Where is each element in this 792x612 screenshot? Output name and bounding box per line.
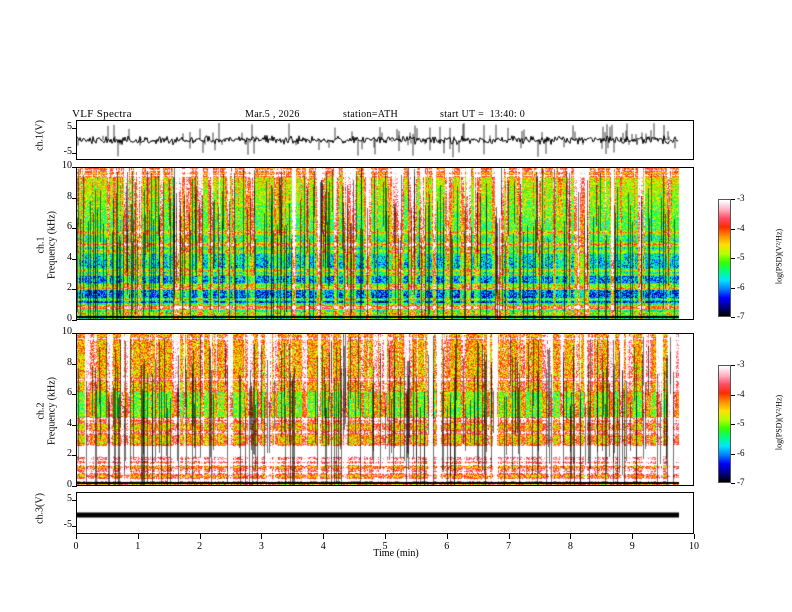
x-axis-tick xyxy=(137,534,139,539)
ch1-colorbar-tick-label: -5 xyxy=(737,252,745,262)
x-axis-tick-label: 4 xyxy=(320,541,326,552)
ch2-colorbar-tick xyxy=(731,453,735,455)
ch2-spectrogram-tick-label: 10 xyxy=(62,326,72,337)
ch1-waveform xyxy=(76,120,694,160)
ch1-colorbar-tick xyxy=(731,199,735,200)
ch2-colorbar-tick xyxy=(731,394,735,396)
ch2-spectrogram-tick-label: 0 xyxy=(67,479,72,490)
ch2-spectrogram-tick-label: 8 xyxy=(67,356,72,368)
x-axis-tick-label: 3 xyxy=(258,541,264,552)
ch1-colorbar-label: log(PSD)(V²/Hz) xyxy=(774,228,784,285)
ch1-colorbar-tick xyxy=(731,258,735,259)
ch2-spectrogram-tick xyxy=(72,363,77,365)
ch1-colorbar-tick-label: -7 xyxy=(737,311,745,321)
ch2-spectrogram-tick xyxy=(72,455,77,457)
x-axis-tick xyxy=(385,534,386,539)
ch2-spectrogram xyxy=(76,333,694,486)
ch1-waveform-tick-label: -5 xyxy=(63,145,72,157)
x-axis-tick xyxy=(261,534,263,539)
station-label: station=ATH xyxy=(343,109,399,120)
ch1-waveform-tick-label: 5 xyxy=(67,120,72,132)
ch1-waveform-tick xyxy=(72,152,77,154)
ch2-colorbar-tick-label: -4 xyxy=(737,388,745,399)
ch2-colorbar-tick xyxy=(731,483,735,484)
x-axis-label: Time (min) xyxy=(373,548,419,559)
ch1-spectrogram-tick xyxy=(72,289,77,291)
x-axis-tick xyxy=(76,534,77,539)
x-axis-tick xyxy=(694,534,695,539)
ch2-spectrogram-tick-label: 6 xyxy=(67,387,72,399)
ch1-waveform-tick xyxy=(72,127,77,129)
ch2-colorbar-tick-label: -3 xyxy=(737,359,745,369)
ch1-spectrogram-canvas xyxy=(77,168,693,319)
ch1-spectrogram-tick xyxy=(72,228,77,230)
figure-title: VLF Spectra xyxy=(72,108,132,120)
ch3-waveform-canvas xyxy=(77,493,693,533)
ch1-spectrogram-tick xyxy=(72,197,77,199)
x-axis-tick xyxy=(323,534,325,539)
x-axis-tick-label: 7 xyxy=(506,541,512,552)
ch1-colorbar-tick-label: -6 xyxy=(737,281,745,292)
ch1-spectrogram-tick-label: 8 xyxy=(67,190,72,202)
ch1-waveform-axis-label: ch.1(V) xyxy=(34,120,46,151)
ch2-colorbar-tick-label: -6 xyxy=(737,447,745,458)
ch2-colorbar-tick-label: -5 xyxy=(737,418,745,428)
ch2-spectrogram-tick xyxy=(72,333,77,334)
ch1-spectrogram-tick-label: 4 xyxy=(67,251,72,263)
observation-date: Mar.5 , 2026 xyxy=(245,109,300,120)
ch1-spectrogram xyxy=(76,167,694,320)
x-axis-tick-label: 5 xyxy=(382,541,388,552)
ch1-spectrogram-tick-label: 10 xyxy=(62,160,72,171)
x-axis-tick-label: 6 xyxy=(444,541,450,552)
ch1-spectrogram-tick xyxy=(72,258,77,260)
ch2-spectrogram-tick-label: 2 xyxy=(67,448,72,460)
x-axis-tick-label: 2 xyxy=(197,541,203,552)
x-axis-tick-label: 8 xyxy=(567,541,573,552)
ch2-spectrogram-tick xyxy=(72,424,77,426)
ch2-spectrogram-tick-label: 4 xyxy=(67,417,72,429)
ch2-colorbar-label: log(PSD)(V²/Hz) xyxy=(774,394,784,451)
ch2-spectrogram-canvas xyxy=(77,334,693,485)
ch1-spectrogram-tick xyxy=(72,167,77,168)
ch2-colorbar xyxy=(718,365,731,483)
ch1-colorbar-tick xyxy=(731,228,735,230)
ch1-spectrogram-tick xyxy=(72,320,77,321)
ch3-waveform-tick-label: 5 xyxy=(67,492,72,504)
x-axis-tick-label: 1 xyxy=(135,541,141,552)
start-ut-label: start UT = 13:40: 0 xyxy=(440,109,526,120)
ch1-spectrogram-tick-label: 0 xyxy=(67,313,72,324)
ch3-waveform-axis-label: ch.3(V) xyxy=(34,493,46,524)
ch2-colorbar-tick-label: -7 xyxy=(737,477,745,487)
ch3-waveform-tick xyxy=(72,499,77,501)
ch1-colorbar-tick xyxy=(731,317,735,318)
ch1-colorbar-tick-label: -4 xyxy=(737,222,745,233)
ch1-colorbar-tick xyxy=(731,287,735,289)
ch1-spectrogram-tick-label: 6 xyxy=(67,221,72,233)
ch1-waveform-canvas xyxy=(77,121,693,159)
ch2-colorbar-tick xyxy=(731,424,735,425)
ch3-waveform-tick xyxy=(72,526,77,528)
ch2-colorbar-tick xyxy=(731,365,735,366)
ch2-spectrogram-tick xyxy=(72,486,77,487)
ch2-spectrogram-axis-label: ch.2 Frequency (kHz) xyxy=(35,376,57,445)
ch1-colorbar-tick-label: -3 xyxy=(737,193,745,203)
x-axis-tick xyxy=(570,534,572,539)
ch3-waveform-tick-label: -5 xyxy=(63,519,72,531)
x-axis-tick xyxy=(632,534,634,539)
ch3-waveform xyxy=(76,492,694,534)
ch1-spectrogram-tick-label: 2 xyxy=(67,282,72,294)
x-axis-tick xyxy=(508,534,510,539)
x-axis-tick-label: 9 xyxy=(629,541,635,552)
ch1-spectrogram-axis-label: ch.1 Frequency (kHz) xyxy=(35,210,57,279)
x-axis-tick xyxy=(199,534,201,539)
ch1-colorbar xyxy=(718,199,731,317)
x-axis-tick-label: 0 xyxy=(73,541,79,552)
ch2-spectrogram-tick xyxy=(72,394,77,396)
x-axis-tick xyxy=(446,534,448,539)
x-axis-tick-label: 10 xyxy=(689,541,699,552)
